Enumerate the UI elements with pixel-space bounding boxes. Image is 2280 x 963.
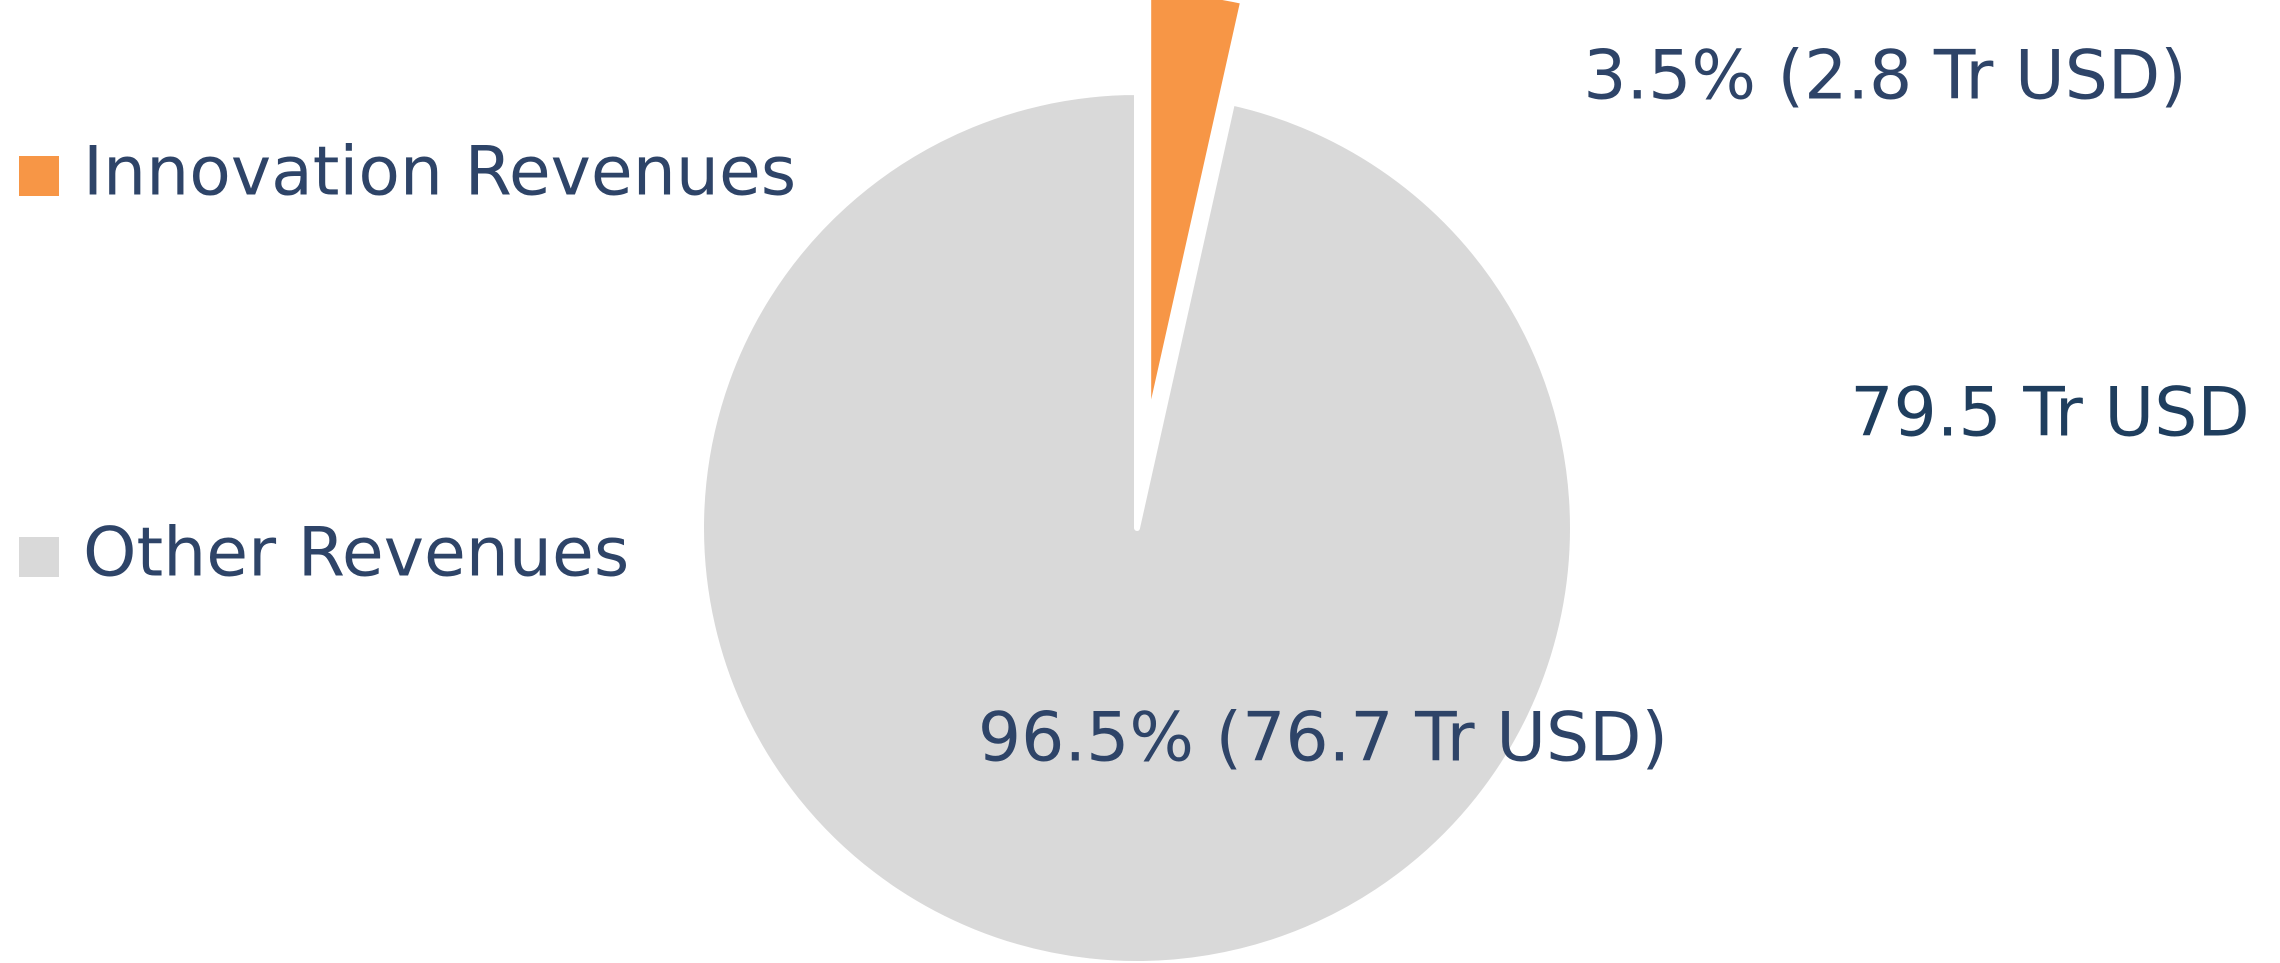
legend-label: Innovation Revenues (83, 133, 796, 212)
slice-label: 3.5% (2.8 Tr USD) (1583, 37, 2187, 116)
pie-slice (1145, 0, 1247, 430)
legend-swatch (19, 156, 59, 196)
slice-label: 96.5% (76.7 Tr USD) (978, 699, 1668, 778)
legend-swatch (19, 537, 59, 577)
pie-slice (698, 89, 1576, 963)
legend-label: Other Revenues (83, 514, 629, 593)
total-annotation: 79.5 Tr USD (1850, 374, 2249, 453)
pie: 3.5% (2.8 Tr USD) Innovation Revenues 96.5… (19, 0, 2187, 963)
